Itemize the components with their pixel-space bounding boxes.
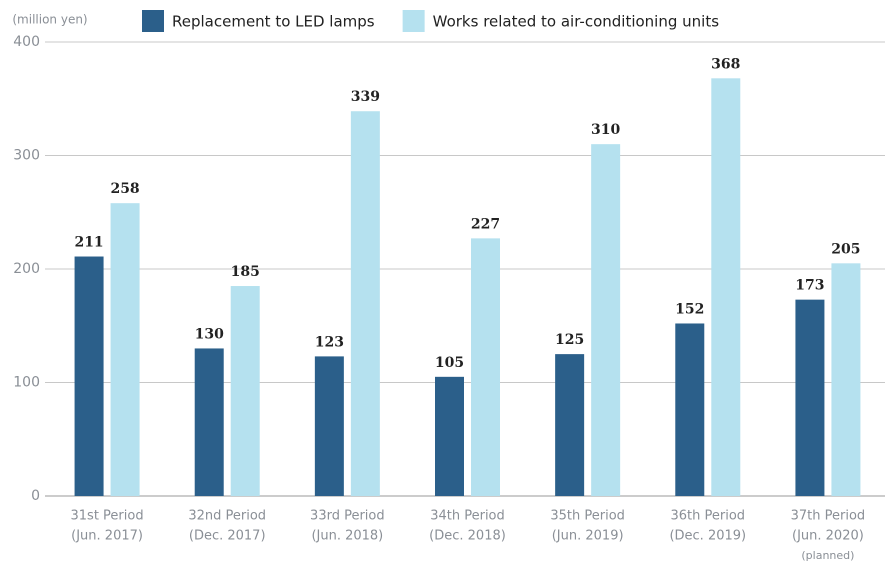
x-tick-label: (Jun. 2019): [552, 529, 624, 544]
bar: [795, 299, 825, 496]
value-label: 173: [795, 278, 824, 294]
value-label: 211: [74, 235, 103, 251]
value-label: 310: [591, 122, 620, 138]
x-tick-label: (Dec. 2017): [189, 529, 266, 544]
x-tick-label: 34th Period: [430, 509, 505, 524]
value-label: 130: [195, 326, 224, 342]
bar: [194, 348, 224, 496]
value-label: 258: [110, 181, 139, 197]
x-tick-label: (Dec. 2018): [429, 529, 506, 544]
value-label: 125: [555, 332, 584, 348]
bar: [110, 203, 140, 497]
bar: [471, 238, 500, 497]
bar: [591, 144, 621, 496]
legend-swatch: [142, 10, 164, 32]
x-tick-label: 31st Period: [71, 509, 144, 524]
y-tick-label: 200: [13, 261, 40, 277]
value-label: 227: [471, 216, 500, 232]
x-tick-label: 33rd Period: [310, 509, 385, 524]
legend-label: Works related to air-conditioning units: [433, 13, 720, 31]
y-axis-label: (million yen): [12, 13, 87, 27]
x-tick-label: (Dec. 2019): [669, 529, 746, 544]
y-tick-label: 300: [13, 148, 40, 164]
x-tick-label: 37th Period: [791, 509, 866, 524]
bar: [675, 323, 705, 496]
value-label: 123: [315, 334, 344, 350]
value-label: 152: [675, 301, 704, 317]
x-tick-label: (Jun. 2018): [311, 529, 383, 544]
y-tick-label: 400: [13, 34, 40, 50]
bar: [555, 354, 585, 496]
bar: [230, 286, 260, 496]
x-tick-label: 32nd Period: [188, 509, 266, 524]
y-tick-label: 0: [31, 488, 40, 504]
x-tick-label: 36th Period: [671, 509, 746, 524]
bar: [74, 256, 104, 496]
value-label: 339: [351, 89, 380, 105]
x-tick-label: 35th Period: [550, 509, 625, 524]
x-tick-label: (Jun. 2017): [71, 529, 143, 544]
legend-swatch: [402, 10, 425, 32]
legend-label: Replacement to LED lamps: [172, 13, 375, 31]
bar: [350, 111, 380, 497]
bar: [711, 78, 741, 496]
x-tick-label: (Jun. 2020): [792, 529, 864, 544]
bar: [314, 356, 344, 496]
bar: [435, 376, 464, 496]
x-tick-label: (planned): [801, 549, 854, 562]
value-label: 105: [435, 355, 464, 371]
value-label: 205: [831, 241, 860, 257]
value-label: 185: [231, 264, 260, 280]
y-tick-label: 100: [13, 375, 40, 391]
bar: [831, 263, 861, 496]
value-label: 368: [711, 56, 740, 72]
